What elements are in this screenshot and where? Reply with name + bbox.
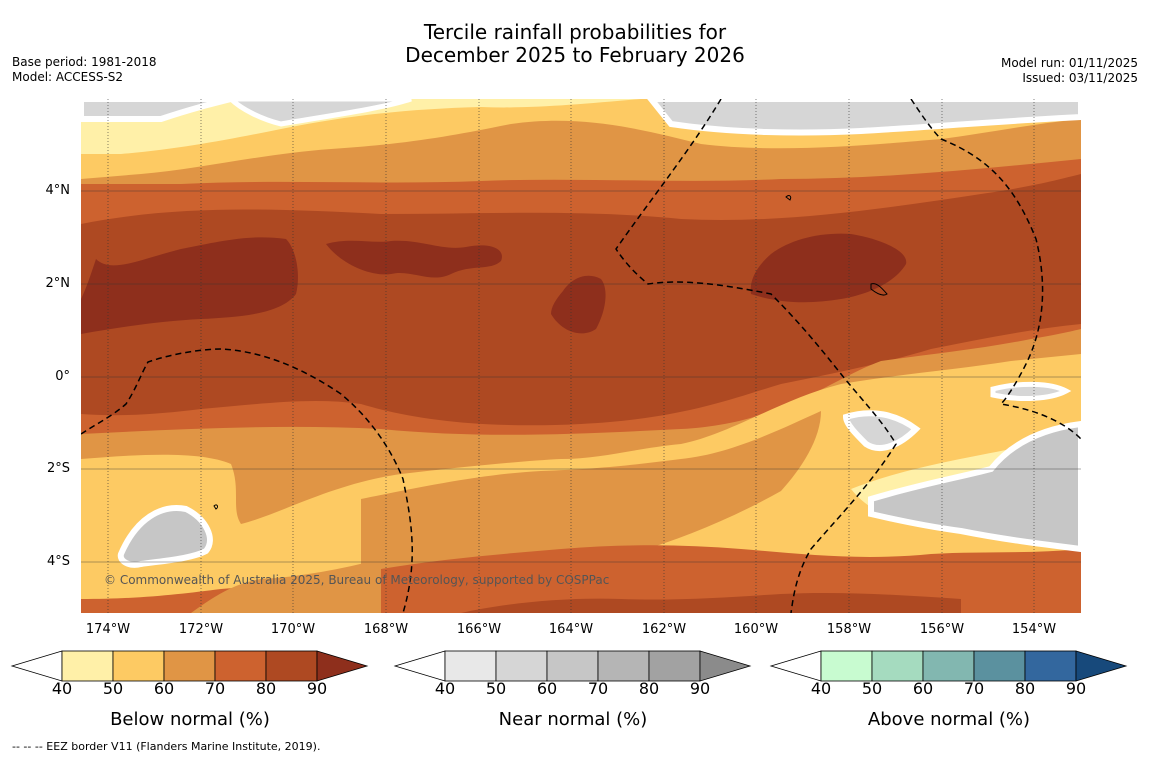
model-run-date: Model run: 01/11/2025: [1000, 56, 1138, 70]
colorbar-above-normal: 40 50 60 70 80 90: [769, 650, 1128, 695]
colorbar-low-arrow: [769, 650, 822, 682]
colorbar-high-arrow: [1075, 650, 1128, 682]
below-90-core-mid: [326, 240, 502, 278]
longitude-tick-label: 172°W: [178, 622, 224, 637]
below-90-core-east: [750, 233, 907, 303]
colorbar-segment: [1024, 650, 1077, 682]
colorbar-tick-label: 50: [103, 679, 123, 695]
colorbar-segment: [265, 650, 318, 682]
map-title-line1: Tercile rainfall probabilities for: [423, 20, 727, 44]
colorbar-near-normal: 40 50 60 70 80 90: [393, 650, 752, 695]
latitude-tick-label: 2°S: [46, 461, 70, 476]
colorbar-segment: [61, 650, 114, 682]
colorbar-tick-label: 70: [205, 679, 225, 695]
colorbar-tick-label: 40: [435, 679, 455, 695]
colorbar-segment: [112, 650, 165, 682]
colorbar-tick-label: 70: [588, 679, 608, 695]
colorbar-segment: [214, 650, 267, 682]
longitude-tick-label: 154°W: [1011, 622, 1057, 637]
longitude-tick-label: 166°W: [456, 622, 502, 637]
colorbar-segment: [922, 650, 975, 682]
colorbar-below-normal: 40 50 60 70 80 90: [10, 650, 369, 695]
colorbar-tick-label: 50: [486, 679, 506, 695]
colorbar-low-arrow: [393, 650, 446, 682]
colorbar-tick-label: 70: [964, 679, 984, 695]
colorbar-tick-label: 40: [52, 679, 72, 695]
below-60-70-southwest: [191, 559, 381, 613]
eez-borders: [81, 99, 1081, 613]
colorbar-segment: [495, 650, 548, 682]
colorbar-low-arrow: [10, 650, 63, 682]
near-normal-top-mid: [227, 99, 412, 127]
longitude-tick-label: 162°W: [641, 622, 687, 637]
near-normal-southwest: [117, 505, 213, 568]
near-normal-top-right: [647, 99, 1081, 136]
map-title-line2: December 2025 to February 2026: [405, 43, 745, 67]
colorbars: 40 50 60 70 80 90 40 50 60 70 80 90 40 50 60 70 80 90: [10, 650, 1128, 695]
colorbar-tick-label: 80: [256, 679, 276, 695]
colorbar-tick-label: 80: [1015, 679, 1035, 695]
colorbar-tick-label: 40: [811, 679, 831, 695]
latitude-tick-label: 2°N: [45, 276, 71, 291]
longitude-tick-label: 164°W: [548, 622, 594, 637]
colorbar-tick-label: 60: [154, 679, 174, 695]
colorbar-segment: [648, 650, 701, 682]
colorbar-high-arrow: [699, 650, 752, 682]
colorbar-segment: [597, 650, 650, 682]
colorbar-tick-label: 90: [690, 679, 710, 695]
rainfall-probability-map: © Commonwealth of Australia 2025, Bureau…: [81, 99, 1081, 613]
colorbar-tick-label: 80: [639, 679, 659, 695]
longitude-tick-label: 156°W: [919, 622, 965, 637]
longitude-tick-label: 170°W: [270, 622, 316, 637]
issued-date: Issued: 03/11/2025: [1022, 71, 1138, 85]
below-60-70-southmid: [361, 411, 821, 594]
longitude-tick-label: 174°W: [85, 622, 131, 637]
below-40-50-top: [81, 99, 641, 154]
longitude-tick-label: 160°W: [733, 622, 779, 637]
latitude-tick-label: 0°: [55, 369, 70, 384]
colorbar-title-below: Below normal (%): [110, 709, 270, 730]
longitude-tick-label: 168°W: [363, 622, 409, 637]
colorbar-segment: [444, 650, 497, 682]
copyright-notice: © Commonwealth of Australia 2025, Bureau…: [104, 573, 609, 587]
colorbar-segment: [546, 650, 599, 682]
base-period: Base period: 1981-2018: [12, 55, 157, 69]
near-normal-east-small: [842, 410, 921, 451]
longitude-tick-label: 158°W: [826, 622, 872, 637]
island-outlines: [213, 195, 888, 510]
below-80-90-south: [461, 592, 961, 613]
below-90-core-west: [81, 237, 298, 334]
colorbar-title-near: Near normal (%): [498, 709, 648, 730]
near-normal-east-large: [868, 420, 1081, 553]
near-normal-east-tiny: [990, 381, 1072, 401]
eez-footnote: -- -- -- EEZ border V11 (Flanders Marine…: [12, 740, 321, 753]
colorbar-title-above: Above normal (%): [867, 709, 1031, 730]
colorbar-tick-label: 90: [1066, 679, 1086, 695]
latitude-lines: [81, 190, 1081, 563]
colorbar-segment: [163, 650, 216, 682]
colorbar-tick-label: 90: [307, 679, 327, 695]
colorbar-segment: [820, 650, 873, 682]
colorbar-tick-label: 60: [537, 679, 557, 695]
colorbar-tick-label: 50: [862, 679, 882, 695]
latitude-tick-label: 4°N: [45, 183, 71, 198]
latitude-tick-label: 4°S: [46, 554, 70, 569]
colorbar-tick-label: 60: [913, 679, 933, 695]
colorbar-high-arrow: [316, 650, 369, 682]
below-90-core-center: [551, 275, 606, 334]
colorbar-segment: [973, 650, 1026, 682]
colorbar-segment: [871, 650, 924, 682]
model-name: Model: ACCESS-S2: [12, 70, 124, 84]
